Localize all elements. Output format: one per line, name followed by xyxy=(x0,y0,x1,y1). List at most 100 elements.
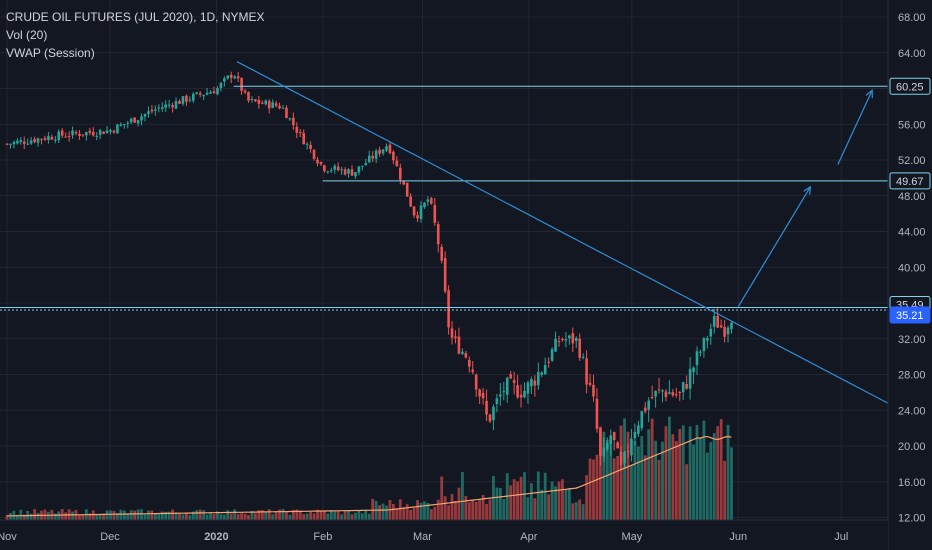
candle-body xyxy=(129,118,133,123)
volume-bar xyxy=(153,513,157,520)
candle-body xyxy=(164,104,167,108)
volume-bar xyxy=(547,494,551,520)
volume-bar xyxy=(274,512,278,520)
candle-body xyxy=(519,394,523,398)
volume-bar xyxy=(398,499,402,520)
volume-bar xyxy=(595,454,599,520)
volume-bar xyxy=(350,514,354,520)
time-axis-background xyxy=(0,520,888,550)
volume-bar xyxy=(22,514,26,520)
volume-bar xyxy=(295,509,299,520)
symbol-title[interactable]: CRUDE OIL FUTURES (JUL 2020), 1D, NYMEX xyxy=(6,10,265,24)
candle-body xyxy=(340,169,343,171)
time-tick-label: Dec xyxy=(100,531,120,543)
candle-body xyxy=(392,151,395,161)
candle-body xyxy=(474,374,478,390)
candle-body xyxy=(574,337,578,342)
candle-body xyxy=(509,374,512,379)
volume-bar xyxy=(102,513,105,520)
volume-bar xyxy=(260,510,264,520)
candle-body xyxy=(468,359,471,367)
candle-body xyxy=(298,132,302,134)
candle-body xyxy=(281,107,285,109)
volume-bar xyxy=(564,489,568,520)
candle-body xyxy=(488,414,492,422)
candle-body xyxy=(29,140,33,144)
volume-bar xyxy=(36,512,40,520)
candle-body xyxy=(395,160,399,167)
drawings[interactable] xyxy=(0,61,907,414)
candle-body xyxy=(640,411,644,429)
candle-body xyxy=(568,335,571,339)
candle-body xyxy=(57,131,61,141)
volume-bar xyxy=(533,498,537,520)
volume-bar xyxy=(222,514,226,520)
volume-bar xyxy=(543,472,547,520)
candle-body xyxy=(112,130,116,133)
time-axis[interactable]: Nov Dec 2020 Feb Mar Apr May Jun Jul xyxy=(0,519,888,550)
volume-bar xyxy=(674,441,678,520)
candle-body xyxy=(226,75,230,79)
volume-bar xyxy=(160,511,164,520)
volume-bar xyxy=(336,510,340,520)
candle-body xyxy=(609,435,613,444)
candle-body xyxy=(461,351,464,354)
candle-body xyxy=(292,117,295,126)
volume-bar xyxy=(671,434,675,520)
time-tick-label: Nov xyxy=(0,531,17,543)
volume-bar xyxy=(567,488,571,520)
candle-body xyxy=(388,144,392,154)
volume-bar xyxy=(443,496,447,520)
volume-bar xyxy=(526,497,530,520)
volume-bar xyxy=(685,464,689,520)
candle-body xyxy=(526,382,530,394)
candle-body xyxy=(361,165,364,167)
candle-body xyxy=(133,117,136,123)
volume-bar xyxy=(467,502,471,520)
volume-bar xyxy=(333,511,337,520)
volume-bar xyxy=(612,458,616,520)
volume-bar xyxy=(53,513,57,520)
candle-body xyxy=(502,391,506,393)
volume-bar xyxy=(71,511,74,520)
volume-bar xyxy=(588,458,592,520)
candle-body xyxy=(295,126,299,133)
volume-bar xyxy=(488,499,492,520)
candle-body xyxy=(223,78,226,82)
volume-bar xyxy=(202,510,206,520)
candle-body xyxy=(688,368,692,389)
candle-body xyxy=(381,149,385,154)
candle-body xyxy=(492,406,495,421)
volume-bar xyxy=(650,418,654,520)
candle-body xyxy=(116,124,119,134)
trendline xyxy=(236,61,907,414)
candle-body xyxy=(654,391,657,397)
volume-indicator-label[interactable]: Vol (20) xyxy=(6,28,48,42)
volume-bar xyxy=(233,509,237,520)
volume-bar xyxy=(636,446,640,520)
candle-body xyxy=(440,246,443,261)
volume-bar xyxy=(178,512,181,520)
candle-body xyxy=(602,447,606,457)
candle-body xyxy=(54,139,57,141)
volume-bar xyxy=(95,514,99,520)
volume-bar xyxy=(561,479,564,520)
candle-body xyxy=(185,95,188,102)
vwap-indicator-label[interactable]: VWAP (Session) xyxy=(6,46,95,60)
volume-bar xyxy=(419,502,423,520)
candle-body xyxy=(557,341,561,343)
volume-bar xyxy=(405,504,409,520)
candle-body xyxy=(278,105,281,109)
candle-body xyxy=(571,333,575,344)
volume-bar xyxy=(436,499,440,520)
candle-body xyxy=(19,140,23,142)
candle-body xyxy=(229,74,233,78)
volume-bar xyxy=(450,494,454,520)
price-tick-label: 20.00 xyxy=(898,441,926,453)
volume-bar xyxy=(164,511,168,520)
volume-bar xyxy=(247,514,250,520)
candle-body xyxy=(47,136,50,141)
candle-body xyxy=(319,161,323,165)
candle-body xyxy=(561,338,564,341)
